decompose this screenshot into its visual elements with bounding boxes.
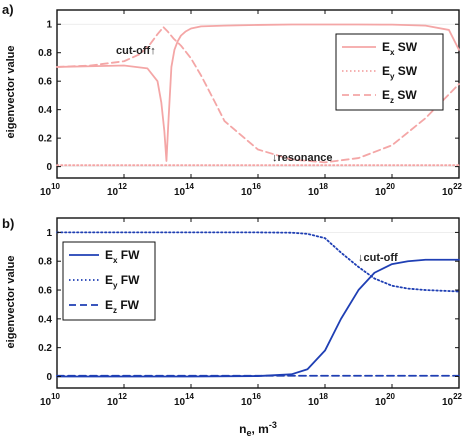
panel-a-legend-label-ey: Ey SW <box>382 64 418 81</box>
panel-b-xtick-label: 1020 <box>375 392 396 408</box>
panel-b-xtick-label: 1010 <box>40 392 61 408</box>
panel-a-ytick-label: 0.6 <box>38 77 52 88</box>
panel-b-ytick-label: 0.6 <box>38 286 52 297</box>
panel-b-xtick-label: 1016 <box>241 392 262 408</box>
panel-a-xtick-label: 1022 <box>442 182 463 198</box>
panel-b-label: b) <box>2 216 14 231</box>
panel-a-label: a) <box>2 2 14 17</box>
panel-b-ytick-label: 1 <box>46 228 52 239</box>
panel-b-ytick-label: 0.4 <box>38 314 52 325</box>
panel-a-xtick-label: 1010 <box>40 182 61 198</box>
panel-b-ytick-label: 0.2 <box>38 343 52 354</box>
panel-a-legend-label-ez: Ez SW <box>382 88 417 105</box>
panel-a-ytick-label: 1 <box>46 20 52 31</box>
panel-a-xtick-label: 1014 <box>174 182 195 198</box>
panel-a-ytick-label: 0.8 <box>38 48 52 59</box>
panel-a-series-ez-line <box>56 26 460 164</box>
panel-b: b) eigenvector value 1010101210141016101… <box>2 216 463 438</box>
panel-b-xlabel: ne, m-3 <box>239 420 277 438</box>
panel-b-legend-label-ez: Ez FW <box>105 298 140 315</box>
panel-b-legend-label-ex: Ex FW <box>105 248 140 265</box>
panel-a-annotation-resonance: ↓resonance <box>272 152 333 164</box>
panel-a-ylabel: eigenvector value <box>5 46 17 139</box>
panel-a-ytick-label: 0 <box>46 162 52 173</box>
panel-a: a) eigenvector value 1010101210141016101… <box>2 2 463 198</box>
panel-a-xtick-label: 1012 <box>107 182 128 198</box>
panel-b-series-ey-line <box>56 231 460 293</box>
panel-a-xtick-label: 1020 <box>375 182 396 198</box>
panel-b-ylabel: eigenvector value <box>5 256 17 349</box>
panel-a-ytick-label: 0.4 <box>38 105 52 116</box>
panel-b-legend: Ex FW Ey FW Ez FW <box>62 241 156 321</box>
panel-b-xtick-label: 1018 <box>308 392 329 408</box>
panel-a-ytick-label: 0.2 <box>38 134 52 145</box>
panel-a-annotation-cutoff: cut-off↑ <box>116 45 156 57</box>
panel-b-ytick-label: 0.8 <box>38 257 52 268</box>
panel-b-xtick-label: 1012 <box>107 392 128 408</box>
panel-b-ytick-label: 0 <box>46 372 52 383</box>
panel-b-xtick-label: 1022 <box>442 392 463 408</box>
panel-b-xtick-label: 1014 <box>174 392 195 408</box>
panel-b-annotation-cutoff: ↓cut-off <box>358 252 398 264</box>
panel-a-legend-label-ex: Ex SW <box>382 40 418 57</box>
panel-a-xtick-label: 1018 <box>308 182 329 198</box>
panel-b-legend-label-ey: Ey FW <box>105 273 140 290</box>
panel-a-xtick-label: 1016 <box>241 182 262 198</box>
panel-a-legend: Ex SW Ey SW Ez SW <box>335 33 444 111</box>
panel-a-series-ex-line <box>56 23 460 162</box>
